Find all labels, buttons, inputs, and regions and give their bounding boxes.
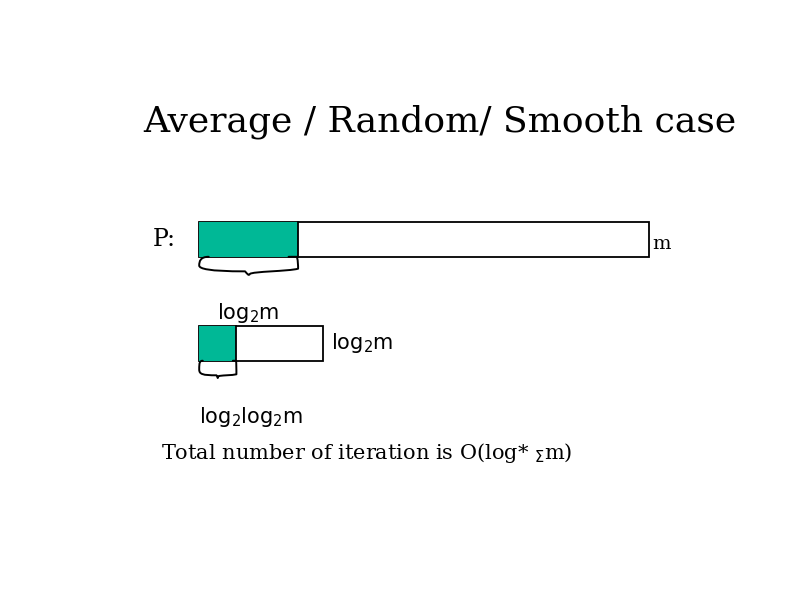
Text: Total number of iteration is O(log* $_\Sigma$m): Total number of iteration is O(log* $_\S… — [161, 441, 572, 465]
Bar — [199, 326, 237, 361]
Text: $\mathrm{log}_2\mathrm{m}$: $\mathrm{log}_2\mathrm{m}$ — [330, 331, 393, 355]
Text: Average / Random/ Smooth case: Average / Random/ Smooth case — [143, 104, 737, 139]
Bar — [199, 222, 298, 257]
Text: $\mathrm{log}_2\mathrm{m}$: $\mathrm{log}_2\mathrm{m}$ — [218, 301, 280, 325]
Text: m: m — [652, 235, 670, 253]
Bar — [199, 326, 323, 361]
Text: $\mathrm{log}_2\mathrm{log}_2\mathrm{m}$: $\mathrm{log}_2\mathrm{log}_2\mathrm{m}$ — [199, 404, 303, 428]
Bar — [199, 222, 649, 257]
Text: P:: P: — [153, 228, 176, 251]
